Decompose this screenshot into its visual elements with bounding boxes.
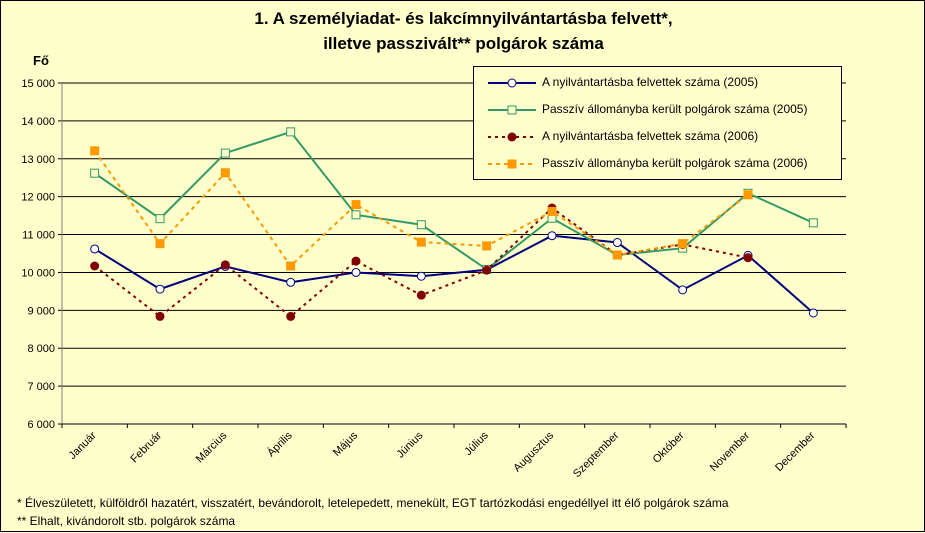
data-point-series-4 — [678, 239, 688, 249]
data-point-series-2 — [351, 210, 361, 220]
data-point-series-1 — [416, 271, 426, 281]
legend-item: A nyilvántartásba felvettek száma (2006) — [474, 125, 843, 149]
data-point-series-4 — [416, 237, 426, 247]
data-point-series-3 — [351, 256, 361, 266]
legend-marker — [507, 132, 517, 142]
legend-label: A nyilvántartásba felvettek száma (2006) — [542, 129, 759, 143]
legend-swatch — [488, 132, 536, 142]
y-tick-label: 8 000 — [27, 343, 55, 355]
data-point-series-1 — [678, 285, 688, 295]
data-point-series-4 — [155, 239, 165, 249]
y-axis-label: Fő — [33, 53, 49, 68]
legend-label: Passzív állományba került polgárok száma… — [542, 102, 808, 116]
data-point-series-1 — [808, 308, 818, 318]
legend-item: Passzív állományba került polgárok száma… — [474, 98, 843, 122]
data-point-series-2 — [416, 220, 426, 230]
data-point-series-4 — [90, 146, 100, 156]
data-point-series-1 — [547, 231, 557, 241]
data-point-series-1 — [90, 244, 100, 254]
data-point-series-2 — [155, 214, 165, 224]
y-tick-label: 15 000 — [21, 78, 55, 90]
x-tick-label: Január — [67, 429, 100, 462]
data-point-series-3 — [416, 290, 426, 300]
data-point-series-4 — [220, 168, 230, 178]
y-tick-label: 13 000 — [21, 154, 55, 166]
legend-item: Passzív állományba került polgárok száma… — [474, 152, 843, 176]
x-tick-label: December — [773, 429, 818, 474]
legend-marker — [507, 78, 517, 88]
chart-legend: A nyilvántartásba felvettek száma (2005)… — [473, 66, 842, 180]
x-tick-label: Július — [462, 429, 491, 458]
legend-swatch — [488, 78, 536, 88]
legend-marker — [507, 159, 517, 169]
data-point-series-2 — [286, 127, 296, 137]
y-tick-label: 10 000 — [21, 267, 55, 279]
data-point-series-3 — [482, 265, 492, 275]
legend-item: A nyilvántartásba felvettek száma (2005) — [474, 71, 843, 95]
legend-swatch — [488, 159, 536, 169]
y-tick-label: 11 000 — [22, 230, 55, 242]
data-point-series-2 — [90, 168, 100, 178]
series-line-1 — [94, 234, 814, 314]
x-tick-label: Október — [651, 429, 687, 465]
x-tick-label: Március — [194, 429, 230, 465]
x-tick-label: Április — [264, 429, 295, 460]
legend-swatch — [488, 105, 536, 115]
x-tick-label: November — [708, 429, 753, 474]
data-point-series-2 — [808, 218, 818, 228]
y-tick-label: 6 000 — [27, 419, 55, 431]
legend-label: A nyilvántartásba felvettek száma (2005) — [542, 75, 759, 89]
data-point-series-2 — [220, 148, 230, 158]
x-tick-label: Június — [394, 429, 425, 460]
data-point-series-4 — [482, 241, 492, 251]
data-point-series-1 — [286, 277, 296, 287]
data-point-series-1 — [351, 267, 361, 277]
x-tick-label: Augusztus — [511, 429, 556, 474]
y-tick-label: 14 000 — [21, 116, 55, 128]
series-line-2 — [94, 130, 814, 271]
footnote-2: ** Elhalt, kivándorolt stb. polgárok szá… — [17, 514, 236, 528]
y-tick-label: 7 000 — [27, 381, 55, 393]
data-point-series-3 — [155, 311, 165, 321]
data-point-series-3 — [90, 261, 100, 271]
x-tick-label: Május — [331, 429, 361, 459]
data-point-series-1 — [612, 238, 622, 248]
chart-title-line1: 1. A személyiadat- és lakcímnyilvántartá… — [254, 9, 673, 28]
x-tick-label: Február — [128, 429, 164, 465]
legend-label: Passzív állományba került polgárok száma… — [542, 156, 808, 170]
y-tick-label: 9 000 — [27, 305, 55, 317]
data-point-series-4 — [351, 200, 361, 210]
data-point-series-4 — [547, 206, 557, 216]
footnote-1: * Élveszületett, külföldről hazatért, vi… — [17, 496, 729, 510]
data-point-series-4 — [612, 250, 622, 260]
x-tick-label: Szeptember — [571, 429, 622, 480]
data-point-series-3 — [743, 253, 753, 263]
data-point-series-4 — [743, 190, 753, 200]
legend-marker — [507, 105, 517, 115]
data-point-series-3 — [286, 311, 296, 321]
chart-title-line2: illetve passzivált** polgárok száma — [323, 34, 604, 53]
data-point-series-1 — [155, 284, 165, 294]
data-point-series-4 — [286, 261, 296, 271]
data-point-series-3 — [220, 260, 230, 270]
y-tick-label: 12 000 — [21, 192, 55, 204]
